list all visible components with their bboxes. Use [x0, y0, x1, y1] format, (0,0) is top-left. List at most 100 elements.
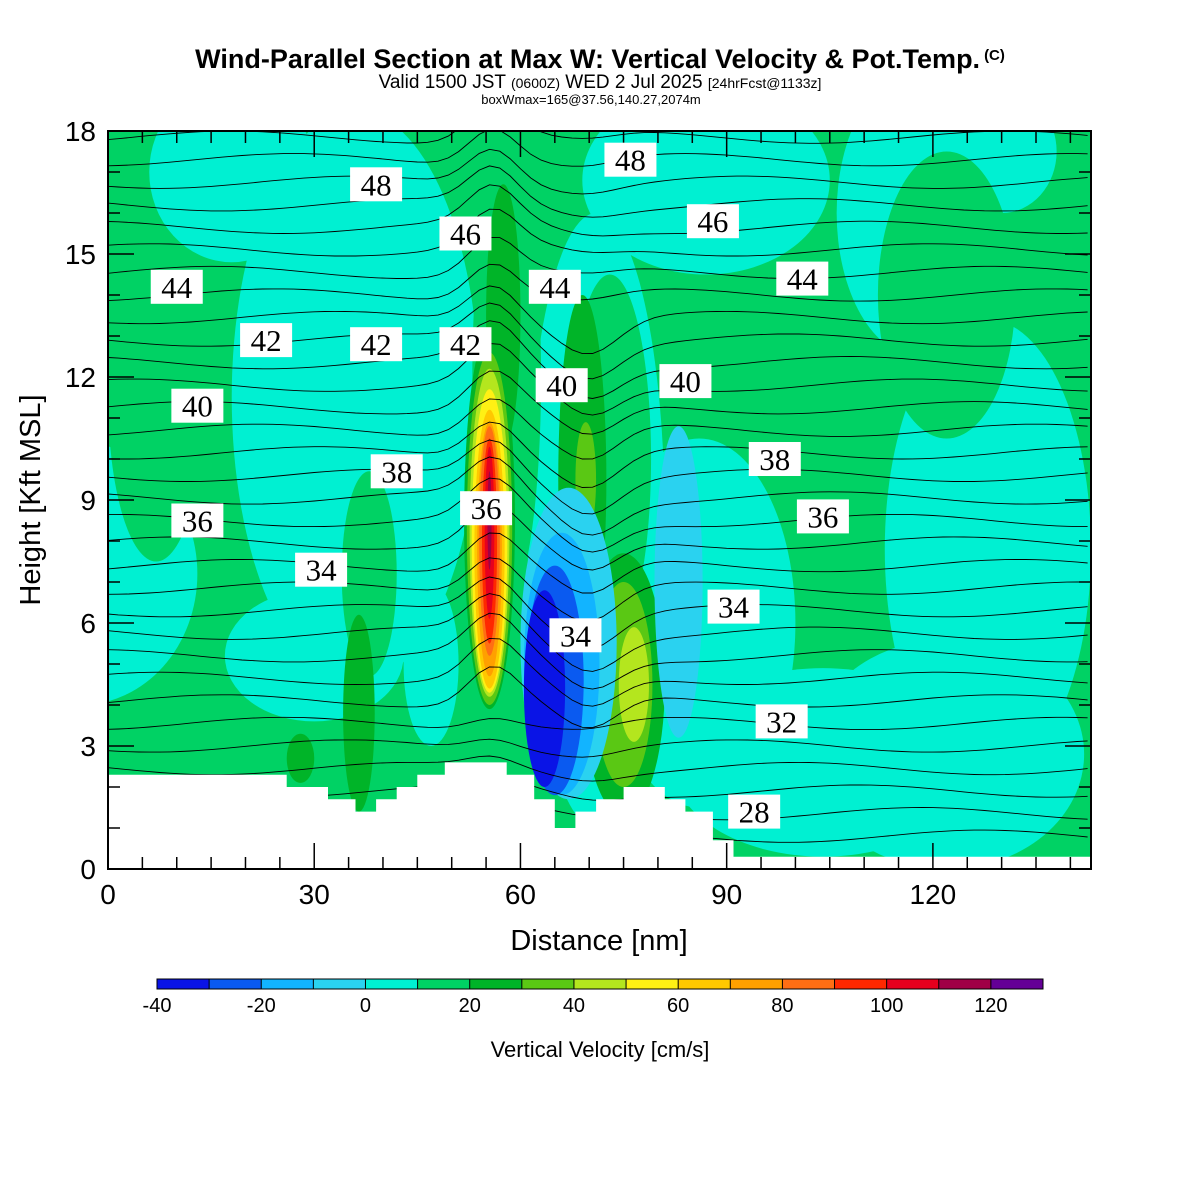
- theta-label-box: [150, 269, 203, 304]
- colorbar-tick-label: -20: [247, 995, 276, 1017]
- fill-blob: [618, 627, 649, 742]
- theta-contour-line: [108, 320, 1088, 399]
- chart-subtitle: Valid 1500 JST (0600Z) WED 2 Jul 2025 [2…: [378, 72, 822, 93]
- theta-label: 44: [776, 261, 829, 297]
- theta-contour-line: [108, 593, 1088, 672]
- theta-label-box: [776, 261, 829, 296]
- theta-label: 46: [686, 204, 739, 239]
- colorbar-swatch: [886, 979, 940, 989]
- theta-label: 48: [350, 167, 403, 202]
- theta-label: 40: [659, 364, 712, 399]
- theta-contour-line: [108, 439, 1088, 515]
- colorbar-swatch: [626, 979, 679, 989]
- theta-label: 36: [171, 503, 224, 539]
- chart-title: Wind-Parallel Section at Max W: Vertical…: [195, 44, 1005, 74]
- theta-label-text: 38: [759, 442, 790, 477]
- theta-contour-line: [108, 148, 1088, 195]
- theta-label-box: [370, 454, 423, 489]
- theta-label: 36: [796, 499, 849, 534]
- colorbar-tick-label: 40: [563, 995, 585, 1017]
- theta-label-box: [707, 589, 760, 624]
- theta-label: 40: [535, 368, 588, 403]
- y-tick-label: 15: [65, 239, 96, 270]
- theta-label-text: 44: [161, 270, 193, 305]
- theta-label-box: [659, 364, 712, 399]
- theta-label-text: 36: [182, 504, 213, 539]
- theta-contour-line: [108, 131, 1088, 167]
- colorbar-tick-label: 0: [360, 995, 371, 1017]
- theta-contour-line: [108, 398, 1088, 460]
- x-axis-title: Distance [nm]: [510, 925, 687, 957]
- theta-label-text: 44: [787, 262, 819, 297]
- theta-label: 36: [460, 491, 513, 526]
- theta-label-text: 48: [615, 143, 646, 178]
- axis-ticks: [107, 130, 1091, 870]
- theta-contour-line: [108, 131, 1088, 144]
- theta-label-box: [350, 167, 403, 202]
- theta-contour-line: [108, 637, 1088, 707]
- colorbar-swatch: [313, 979, 366, 989]
- theta-label-box: [240, 323, 293, 358]
- theta-label: 32: [755, 704, 808, 739]
- fill-blob: [877, 151, 1016, 439]
- x-tick-label: 30: [299, 879, 330, 910]
- theta-label-box: [350, 327, 403, 362]
- colorbar-title: Vertical Velocity [cm/s]: [491, 1037, 710, 1062]
- theta-label: 40: [171, 388, 224, 424]
- theta-label-box: [171, 388, 224, 423]
- y-tick-label: 0: [80, 854, 96, 885]
- velocity-fill: [108, 131, 1091, 869]
- theta-label-box: [549, 618, 602, 653]
- theta-contour-line: [108, 237, 1088, 280]
- theta-label-box: [295, 552, 348, 587]
- theta-label-box: [796, 499, 849, 534]
- theta-label: 42: [439, 327, 492, 362]
- theta-label-box: [748, 442, 801, 476]
- plot-area: [108, 131, 1091, 869]
- theta-label-text: 36: [471, 491, 502, 526]
- theta-contour-line: [108, 755, 1088, 782]
- colorbar-swatch: [469, 979, 523, 989]
- theta-label: 28: [728, 794, 781, 830]
- colorbar-tick-labels: -40 -20 0 20 40 60 80 100 120: [143, 995, 1008, 1017]
- chart-box-info: boxWmax=165@37.56,140.27,2074m: [481, 92, 701, 107]
- theta-label-text: 40: [546, 368, 577, 403]
- fill-blob: [231, 131, 480, 685]
- copyright-mark: (C): [984, 47, 1005, 64]
- colorbar-tick-label: 100: [870, 995, 903, 1017]
- theta-contour-line: [108, 612, 1088, 690]
- colorbar-tick-label: 20: [459, 995, 481, 1017]
- y-tick-label: 18: [65, 116, 96, 147]
- theta-label-text: 46: [450, 217, 481, 252]
- colorbar-swatch: [782, 979, 836, 989]
- theta-label: 34: [707, 589, 760, 625]
- theta-label: 44: [528, 269, 581, 305]
- colorbar-swatch: [417, 979, 471, 989]
- colorbar: [156, 978, 1044, 990]
- theta-label-text: 42: [450, 327, 481, 362]
- colorbar-tick-label: 80: [771, 995, 793, 1017]
- fill-blob: [403, 582, 459, 746]
- theta-label-text: 42: [361, 327, 392, 362]
- x-tick-label: 90: [711, 879, 742, 910]
- theta-contour-line: [108, 532, 1088, 594]
- theta-contour-line: [108, 370, 1088, 435]
- theta-label-text: 44: [539, 270, 571, 305]
- theta-label: 42: [240, 323, 293, 358]
- colorbar-tick-label: -40: [143, 995, 172, 1017]
- colorbar-swatch: [521, 979, 575, 989]
- theta-contour-line: [108, 738, 1088, 758]
- x-tick-label: 120: [910, 879, 957, 910]
- theta-label-text: 48: [361, 167, 392, 202]
- theta-label-text: 46: [697, 204, 728, 239]
- theta-label: 42: [350, 327, 403, 362]
- y-tick-label: 3: [80, 731, 96, 762]
- x-tick-label: 0: [100, 879, 116, 910]
- theta-contour-line: [108, 285, 1088, 355]
- theta-contour-line: [108, 477, 1088, 553]
- theta-contour-line: [108, 421, 1088, 488]
- theta-label-text: 42: [251, 323, 282, 358]
- colorbar-swatch: [209, 979, 262, 989]
- theta-label-text: 34: [560, 618, 592, 653]
